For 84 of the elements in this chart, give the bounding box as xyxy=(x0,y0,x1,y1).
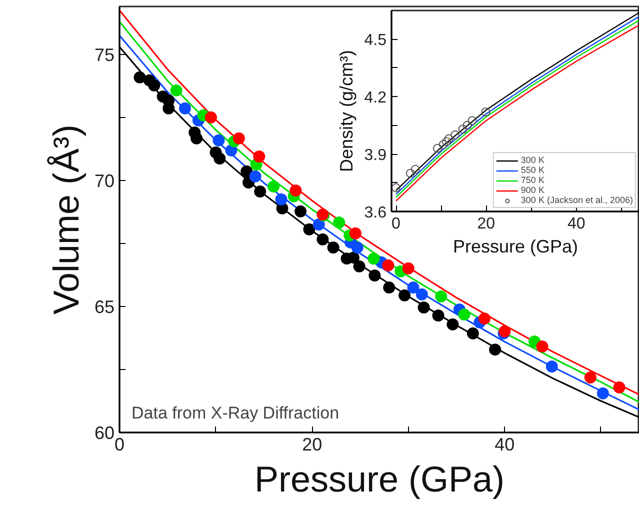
point xyxy=(275,193,288,206)
point xyxy=(249,170,262,182)
x-axis-title: Pressure (GPa) xyxy=(254,458,505,500)
point xyxy=(432,310,444,322)
point xyxy=(353,260,366,272)
point xyxy=(134,71,146,84)
point xyxy=(402,262,414,274)
point xyxy=(204,111,217,124)
point xyxy=(316,233,329,246)
point xyxy=(368,252,380,265)
point xyxy=(225,144,238,156)
x-tick-label: 40 xyxy=(567,216,586,232)
point xyxy=(351,241,364,254)
legend-label: 550 K xyxy=(520,165,544,175)
point xyxy=(290,184,302,196)
point xyxy=(383,282,396,294)
point xyxy=(190,132,203,144)
point xyxy=(392,183,401,192)
point xyxy=(232,132,245,144)
point xyxy=(478,312,490,325)
point xyxy=(462,120,472,130)
point xyxy=(406,168,415,178)
point xyxy=(438,140,448,149)
y-tick-label: 75 xyxy=(94,44,115,65)
x-tick-label: 20 xyxy=(302,434,322,454)
point xyxy=(368,269,381,282)
x-tick-label: 40 xyxy=(494,434,515,454)
point xyxy=(327,241,340,254)
x-axis-title: Pressure (GPa) xyxy=(452,236,578,256)
point xyxy=(312,218,325,231)
point xyxy=(214,152,226,164)
y-tick-label: 4.5 xyxy=(364,32,387,50)
point xyxy=(432,144,442,153)
point xyxy=(416,288,428,300)
point xyxy=(466,327,479,340)
point xyxy=(458,308,470,321)
y-tick-label: 70 xyxy=(94,170,115,191)
x-tick-label: 20 xyxy=(477,216,496,232)
legend-label: 300 K xyxy=(520,155,544,165)
point xyxy=(596,387,609,400)
point xyxy=(613,381,626,394)
point xyxy=(254,186,266,198)
point xyxy=(489,344,502,356)
point xyxy=(148,79,160,92)
legend-label: 300 K (Jackson et al., 2006) xyxy=(520,195,633,205)
y-axis-title: Volume (Å³) xyxy=(45,124,86,315)
y-tick-label: 60 xyxy=(94,423,115,443)
point xyxy=(418,301,430,314)
point xyxy=(268,180,280,192)
y-axis-title: Density (g/cm³) xyxy=(336,50,356,172)
point xyxy=(240,165,253,178)
point xyxy=(446,318,459,330)
x-tick-label: 0 xyxy=(392,216,401,232)
point xyxy=(333,216,346,229)
point xyxy=(468,116,477,126)
legend-label: 750 K xyxy=(520,175,544,185)
point xyxy=(294,205,307,218)
point xyxy=(349,227,362,240)
point xyxy=(481,107,490,116)
point xyxy=(536,340,548,353)
y-tick-label: 3.9 xyxy=(364,147,387,164)
point xyxy=(410,164,420,174)
point xyxy=(253,150,266,162)
legend-label: 900 K xyxy=(520,185,544,195)
annotation: Data from X-Ray Diffraction xyxy=(132,404,340,422)
point xyxy=(407,282,420,294)
point xyxy=(348,252,360,264)
point xyxy=(444,134,454,144)
point xyxy=(450,130,460,140)
y-tick-label: 65 xyxy=(94,296,115,317)
point xyxy=(546,360,558,372)
y-tick-label: 3.6 xyxy=(364,204,387,222)
point xyxy=(170,84,182,96)
point xyxy=(584,372,596,384)
x-tick-label: 0 xyxy=(114,434,125,454)
point xyxy=(458,124,468,134)
point xyxy=(442,137,452,146)
point xyxy=(212,134,225,146)
point xyxy=(303,223,316,236)
y-tick-label: 4.2 xyxy=(364,90,387,107)
point xyxy=(178,102,191,114)
point xyxy=(435,290,448,302)
point xyxy=(382,259,394,272)
point xyxy=(398,289,411,302)
